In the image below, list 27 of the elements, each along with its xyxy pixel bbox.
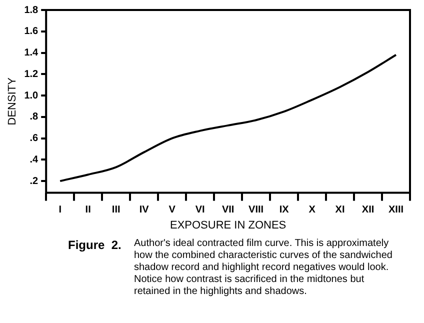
x-tick-label: XI [335, 204, 345, 216]
y-tick-label: 1.4 [24, 48, 39, 59]
x-tick-label: XIII [388, 204, 404, 216]
x-axis-title: EXPOSURE IN ZONES [170, 219, 286, 232]
y-tick-label: 1.8 [24, 4, 39, 16]
x-tick-label: I [58, 204, 62, 216]
y-tick-label: .2 [30, 176, 39, 187]
line-series [59, 54, 398, 182]
caption: Figure 2. [68, 238, 122, 254]
x-tick-label: V [168, 204, 176, 216]
y-axis-title: DENSITY [6, 76, 19, 126]
x-tick-label: III [112, 204, 120, 216]
y-tick-label: .4 [30, 154, 39, 166]
y-tick-label: .8 [30, 112, 39, 123]
x-tick-label: II [85, 204, 92, 216]
x-tick-label: IV [139, 204, 150, 216]
x-tick-label: VIII [248, 204, 264, 216]
text: Author's ideal contracted film curve. This is approximately how the combined characteristic curves of the sandwiched shadow record and highlight record negatives would look. Notice how contrast is sacrificed in the midtones but retained in the highlights and shadows. [134, 238, 394, 298]
y-tick-label: 1.6 [24, 26, 39, 38]
x-tick-label: VI [195, 204, 205, 216]
y-tick-label: 1.0 [24, 90, 39, 102]
y-tick-label: .6 [30, 133, 39, 144]
x-tick-label: XII [362, 204, 374, 216]
x-tick-label: IX [279, 204, 290, 216]
x-tick-label: VII [222, 204, 234, 216]
x-tick-label: X [308, 204, 316, 216]
y-tick-label: 1.2 [24, 68, 39, 80]
